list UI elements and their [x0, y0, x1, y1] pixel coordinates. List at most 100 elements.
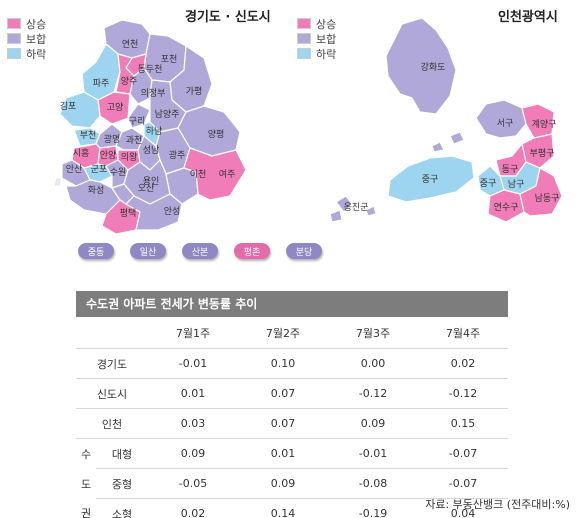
cell: 0.07: [238, 378, 328, 409]
legend-swatch-rise: [6, 17, 22, 30]
label-gimpo: 김포: [60, 100, 77, 112]
table-title: 수도권 아파트 전세가 변동률 추이: [76, 291, 508, 317]
label-junggu: 중구: [480, 178, 497, 189]
cell: 0.15: [418, 408, 508, 439]
legend-label-flat: 보합: [316, 32, 337, 46]
cell: 0.09: [328, 408, 418, 439]
cell: 0.00: [328, 348, 418, 379]
row-label-large: 대형: [96, 438, 148, 469]
new-town-bundang: 분당: [286, 243, 322, 259]
gyeonggi-panel: 경기도 · 신도시 상승 보합 하락: [0, 0, 322, 270]
region-anseong: [125, 193, 183, 231]
table-header-row: 7월1주 7월2주 7월3주 7월4주: [76, 317, 508, 349]
table-row: 인천 0.03 0.07 0.09 0.15: [76, 408, 508, 439]
region-ganghwa: [385, 17, 457, 115]
label-pocheon: 포천: [161, 54, 178, 65]
cell: 0.07: [238, 408, 328, 439]
legend-swatch-flat: [296, 32, 312, 45]
label-gwacheon: 과천: [126, 135, 143, 146]
cell: -0.07: [418, 438, 508, 469]
group-label-char: 수: [80, 447, 92, 461]
label-paju: 파주: [93, 78, 110, 89]
new-town-pyeongchon: 평촌: [234, 243, 270, 259]
rate-table: 7월1주 7월2주 7월3주 7월4주 경기도 -0.01 0.10 0.00 …: [76, 317, 508, 518]
new-town-jungdong: 중동: [78, 243, 114, 259]
region-ongjin-e: [431, 141, 445, 153]
cell: -0.01: [148, 348, 238, 379]
cell: 0.01: [238, 438, 328, 469]
label-guri: 구리: [129, 116, 146, 127]
label-yeoncheon: 연천: [122, 39, 139, 50]
label-seongnam: 성남: [143, 145, 160, 156]
region-junggu-island: [387, 155, 475, 203]
incheon-panel: 인천광역시 상승 보합 하락: [290, 0, 588, 270]
header-blank: [96, 317, 148, 349]
label-donggu: 동구: [502, 164, 519, 175]
label-yangpyeong: 양평: [208, 129, 225, 140]
source-note: 자료: 부동산뱅크 (전주대비:%): [425, 498, 570, 511]
cell: 0.10: [238, 348, 328, 379]
label-namgu: 남구: [508, 179, 525, 190]
label-anseong: 안성: [164, 206, 181, 217]
legend-item-fall: 하락: [6, 46, 46, 61]
group-label-char: 권: [76, 498, 96, 518]
gyeonggi-title: 경기도 · 신도시: [185, 10, 271, 25]
label-namdong: 남동구: [535, 193, 560, 204]
legend-label-flat: 보합: [26, 32, 47, 46]
table-row: 수 대형 0.09 0.01 -0.01 -0.07: [76, 438, 508, 469]
region-ongjin-d: [449, 131, 465, 145]
cell: 0.01: [148, 378, 238, 409]
label-hwaseong: 화성: [88, 185, 105, 196]
label-seogu: 서구: [497, 118, 514, 129]
cell: -0.12: [418, 378, 508, 409]
cell: 0.02: [418, 348, 508, 379]
label-gwangju: 광주: [169, 149, 186, 161]
legend-swatch-flat: [6, 32, 22, 45]
header-week-1: 7월1주: [148, 317, 238, 349]
cell: 0.14: [238, 498, 328, 518]
gyeonggi-map: 연천 포천 동두천 파주 양주 의정부 가평 고양 김포 구리 남양주 부천 광…: [53, 19, 247, 235]
label-gunpo: 군포: [91, 164, 108, 175]
label-yeonsu: 연수구: [494, 202, 519, 213]
row-label-small: 소형: [96, 498, 148, 518]
incheon-map: 강화도 서구 계양구 부평구 동구 중구 남구 옹진군 연수구 남동구 중구: [329, 17, 563, 223]
incheon-legend: 상승 보합 하락: [296, 16, 336, 61]
row-label-medium: 중형: [96, 468, 148, 499]
region-ongjin-b: [329, 209, 343, 223]
region-gimpo: [59, 91, 101, 129]
cell: -0.12: [328, 378, 418, 409]
legend-label-fall: 하락: [316, 47, 337, 61]
group-label-char: 도: [80, 477, 92, 491]
new-town-label: 분당: [295, 247, 313, 258]
label-suwon: 수원: [110, 167, 127, 178]
label-yeoju: 여주: [219, 168, 236, 180]
label-gyeyang: 계양구: [532, 118, 557, 130]
cell: 0.03: [148, 408, 238, 439]
header-week-2: 7월2주: [238, 317, 328, 349]
row-label-newtown: 신도시: [76, 378, 148, 409]
cell: 0.09: [148, 438, 238, 469]
cell: 0.09: [238, 468, 328, 499]
region-ongjin-c: [365, 205, 377, 217]
label-ongjin: 옹진군: [344, 202, 369, 213]
legend-item-rise: 상승: [6, 16, 46, 31]
label-uiwang: 의왕: [121, 152, 138, 163]
label-bucheon: 부천: [80, 130, 97, 141]
cell: -0.08: [328, 468, 418, 499]
header-week-3: 7월3주: [328, 317, 418, 349]
cell: -0.01: [328, 438, 418, 469]
legend-item-flat: 보합: [296, 31, 336, 46]
legend-label-rise: 상승: [26, 17, 47, 31]
legend-swatch-fall: [6, 47, 22, 60]
new-town-row: 중동 일산 산본 평촌 분당: [78, 243, 322, 259]
region-island: [53, 177, 63, 187]
new-town-label: 평촌: [243, 247, 261, 258]
row-label-gyeonggi: 경기도: [76, 348, 148, 379]
new-town-ilsan: 일산: [130, 243, 166, 259]
legend-label-fall: 하락: [26, 47, 47, 61]
cell: -0.19: [328, 498, 418, 518]
label-uijeongbu: 의정부: [141, 88, 166, 99]
region-namdong: [519, 167, 563, 217]
cell: 0.04: [418, 498, 508, 518]
